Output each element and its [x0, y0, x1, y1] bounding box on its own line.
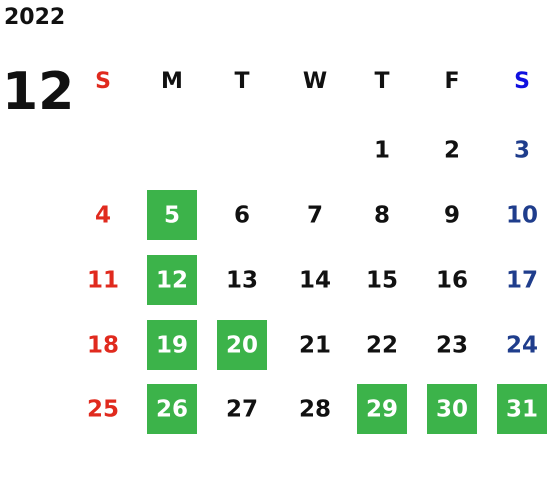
day-number: 5: [164, 203, 180, 229]
day-number: 20: [226, 333, 258, 359]
day-number: 11: [87, 268, 119, 294]
day-number: 17: [506, 268, 538, 294]
highlight-box: [147, 190, 197, 240]
year: 2022: [4, 5, 65, 30]
day-number: 18: [87, 333, 119, 359]
weekday-header: F: [444, 69, 459, 94]
weekday-header: T: [374, 69, 389, 94]
day-number: 22: [366, 333, 398, 359]
day-number: 7: [307, 203, 323, 229]
weekday-header: M: [161, 69, 183, 94]
day-number: 29: [366, 397, 398, 423]
highlight-box: [147, 255, 197, 305]
day-number: 8: [374, 203, 390, 229]
day-number: 9: [444, 203, 460, 229]
day-number: 2: [444, 138, 460, 164]
day-number: 15: [366, 268, 398, 294]
day-number: 1: [374, 138, 390, 164]
weekday-header: T: [234, 69, 249, 94]
day-number: 19: [156, 333, 188, 359]
day-number: 28: [299, 397, 331, 423]
day-number: 6: [234, 203, 250, 229]
highlight-box: [427, 384, 477, 434]
day-number: 4: [95, 203, 111, 229]
day-number: 30: [436, 397, 468, 423]
day-number: 10: [506, 203, 538, 229]
day-number: 31: [506, 397, 538, 423]
day-number: 26: [156, 397, 188, 423]
day-number: 13: [226, 268, 258, 294]
weekday-header: W: [303, 69, 327, 94]
highlight-box: [497, 384, 547, 434]
day-number: 24: [506, 333, 538, 359]
day-number: 25: [87, 397, 119, 423]
highlight-box: [147, 384, 197, 434]
highlight-box: [217, 320, 267, 370]
day-number: 14: [299, 268, 331, 294]
day-number: 23: [436, 333, 468, 359]
day-number: 3: [514, 138, 530, 164]
day-number: 16: [436, 268, 468, 294]
highlight-box: [147, 320, 197, 370]
month: 12: [2, 62, 74, 122]
weekday-header: S: [95, 69, 111, 94]
day-number: 12: [156, 268, 188, 294]
day-number: 21: [299, 333, 331, 359]
highlight-box: [357, 384, 407, 434]
day-number: 27: [226, 397, 258, 423]
weekday-header: S: [514, 69, 530, 94]
